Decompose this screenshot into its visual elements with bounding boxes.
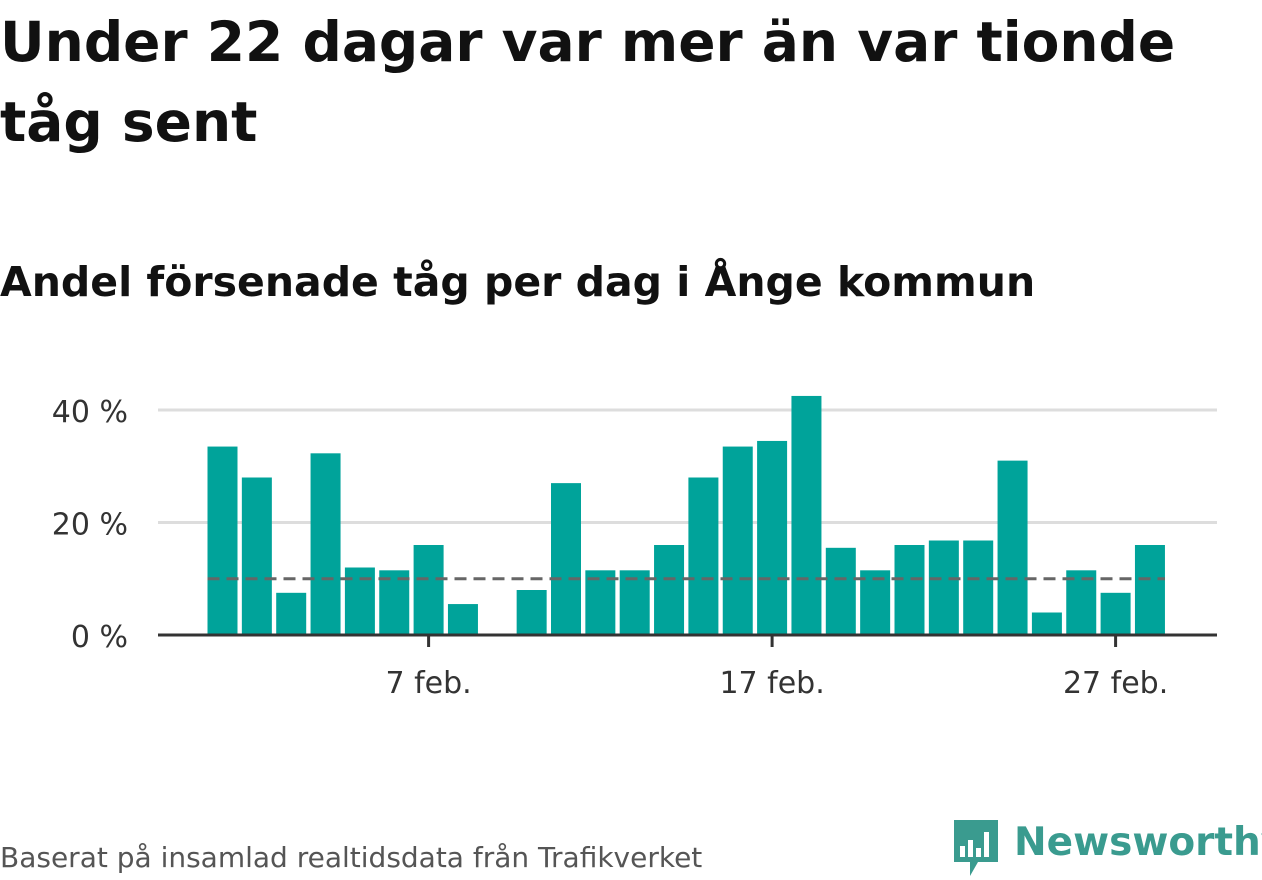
- bar: [688, 477, 719, 635]
- bar: [654, 545, 685, 635]
- bar: [516, 590, 547, 635]
- y-tick-label: 40 %: [52, 395, 128, 430]
- bar: [1134, 545, 1165, 635]
- bar: [860, 570, 891, 635]
- bar: [551, 483, 581, 635]
- logo-text: Newsworthy: [1014, 820, 1262, 865]
- bar: [310, 453, 341, 635]
- x-tick-label: 17 feb.: [719, 666, 824, 701]
- newsworthy-logo: Newsworthy: [950, 818, 1262, 880]
- y-tick-label: 0 %: [71, 620, 128, 655]
- bar: [1100, 592, 1131, 635]
- bar: [722, 446, 753, 635]
- bar: [447, 604, 478, 635]
- bar: [1031, 612, 1062, 635]
- bar: [379, 570, 410, 635]
- chart-subtitle: Andel försenade tåg per dag i Ånge kommu…: [0, 258, 1036, 306]
- bar: [413, 545, 444, 635]
- bar: [619, 570, 650, 635]
- bar: [1066, 570, 1097, 635]
- bar: [585, 570, 616, 635]
- bar: [825, 547, 856, 635]
- y-tick-label: 20 %: [52, 508, 128, 543]
- bar-chart: 0 % 20 % 40 % 7 feb. 17 feb. 27 feb.: [52, 395, 1217, 701]
- bar: [963, 540, 994, 635]
- chart-title: Under 22 dagar var mer än var tionde tåg…: [0, 10, 1176, 154]
- bar: [207, 446, 238, 635]
- bar: [241, 477, 272, 635]
- newsworthy-logo-icon: [954, 820, 998, 876]
- bar: [791, 395, 822, 635]
- bar: [894, 545, 925, 635]
- bar: [928, 540, 959, 635]
- x-tick-label: 7 feb.: [385, 666, 471, 701]
- axes: 0 % 20 % 40 % 7 feb. 17 feb. 27 feb.: [52, 395, 1217, 701]
- x-tick-label: 27 feb.: [1063, 666, 1168, 701]
- bar: [276, 592, 307, 635]
- source-caption: Baserat på insamlad realtidsdata från Tr…: [0, 841, 703, 874]
- bars: [207, 395, 1165, 635]
- bar: [997, 460, 1028, 635]
- bar: [757, 440, 788, 635]
